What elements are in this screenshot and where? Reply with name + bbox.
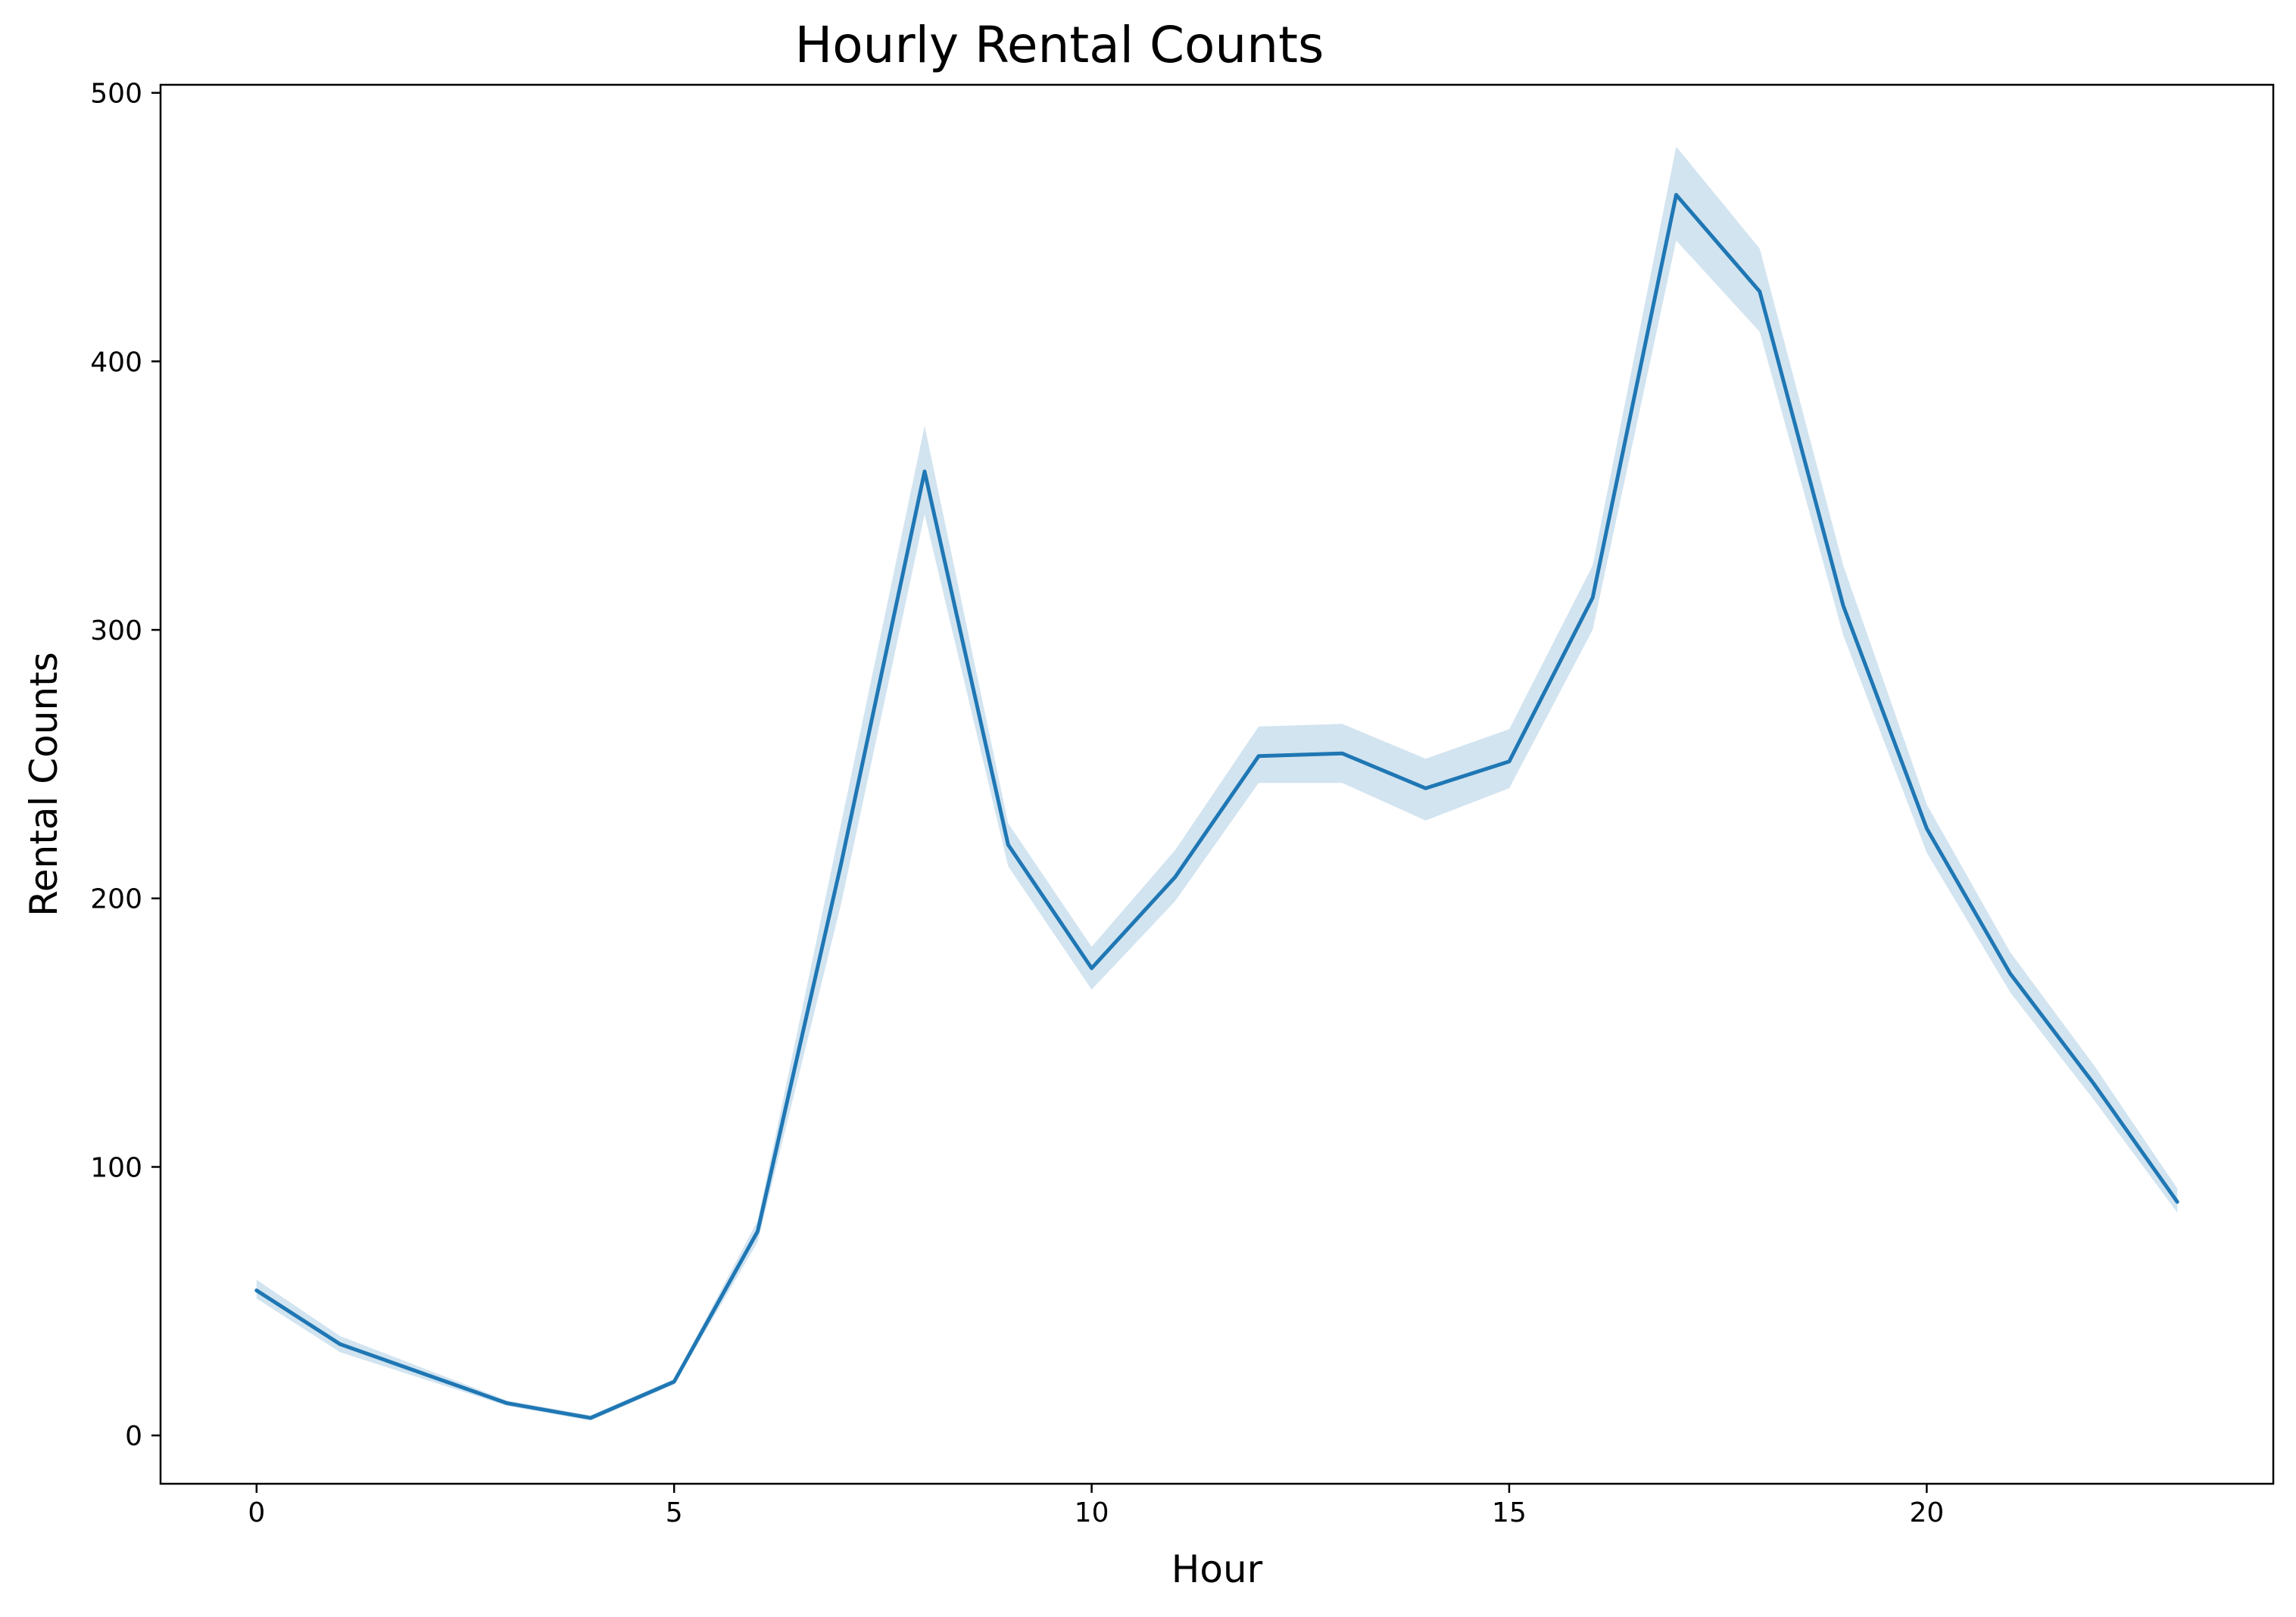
x-axis: 0 5 10 15 20 [248, 1484, 1944, 1528]
data-point [756, 1229, 760, 1234]
data-point [588, 1416, 593, 1420]
x-tick-label: 0 [248, 1497, 265, 1528]
y-tick-label: 400 [90, 347, 142, 378]
series-line [254, 192, 2179, 1420]
y-axis-label: Rental Counts [22, 652, 66, 917]
data-point [1674, 192, 1679, 197]
data-point [922, 469, 927, 474]
data-point [505, 1401, 510, 1406]
data-point [2092, 1082, 2096, 1086]
y-tick-label: 100 [90, 1152, 142, 1183]
x-tick-label: 5 [666, 1497, 683, 1528]
x-tick-label: 15 [1492, 1497, 1527, 1528]
chart-title: Hourly Rental Counts [795, 16, 1324, 74]
x-axis-label: Hour [1171, 1547, 1263, 1591]
data-point [1841, 603, 1845, 608]
y-axis: 0 100 200 300 400 500 [90, 79, 161, 1452]
data-point [338, 1342, 342, 1347]
data-point [1006, 843, 1010, 847]
y-tick-label: 500 [90, 79, 142, 110]
data-point [1924, 827, 1929, 831]
y-tick-label: 0 [125, 1421, 142, 1452]
y-tick-label: 300 [90, 615, 142, 646]
data-point [1256, 754, 1261, 759]
data-point [1758, 289, 1762, 294]
data-point [2008, 971, 2013, 976]
data-point [1173, 874, 1178, 879]
data-point [1340, 751, 1344, 756]
data-point [1424, 786, 1428, 790]
data-point [672, 1379, 676, 1384]
data-point [1090, 966, 1094, 971]
x-tick-label: 20 [1909, 1497, 1944, 1528]
data-point [421, 1372, 426, 1376]
x-tick-label: 10 [1075, 1497, 1109, 1528]
data-point [839, 861, 844, 866]
data-point [254, 1288, 259, 1293]
data-point [1590, 596, 1595, 600]
data-point [2175, 1200, 2179, 1204]
data-point [1507, 759, 1511, 764]
y-tick-label: 200 [90, 884, 142, 915]
axes-frame [159, 83, 2275, 1485]
plot-area [254, 146, 2179, 1421]
